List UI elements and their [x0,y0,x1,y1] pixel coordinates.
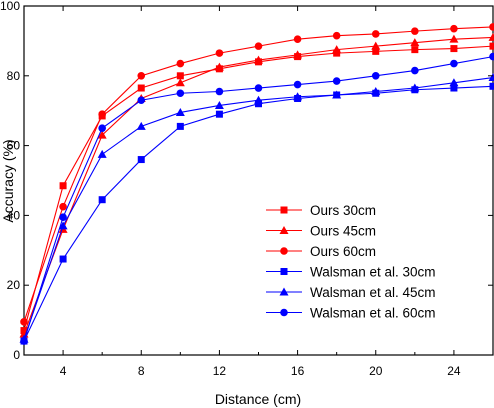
data-point [488,32,494,41]
data-point [137,156,145,164]
y-tick-label: 60 [7,139,21,153]
data-point [215,110,223,118]
data-point [97,130,107,139]
y-tick-label: 40 [7,208,21,222]
legend-marker [280,308,288,317]
data-point [372,47,380,55]
legend-label: Walsman et al. 30cm [310,265,436,280]
legend-label: Walsman et al. 45cm [310,285,436,300]
data-point [489,42,494,50]
legend-marker [280,247,288,255]
y-tick-label: 100 [0,0,20,13]
x-axis-label: Distance (cm) [215,391,301,407]
legend-label: Ours 45cm [310,224,376,239]
data-point [137,96,146,105]
data-point [411,27,419,35]
data-point [411,66,419,75]
data-point [489,23,494,31]
data-point [371,72,380,80]
data-point [293,50,303,59]
data-point [59,213,67,221]
data-point [488,73,494,82]
data-point [176,72,184,80]
series-layer [19,23,494,345]
data-point [98,124,106,132]
x-tick-label: 16 [291,364,305,378]
data-point [332,77,341,85]
data-point [137,72,146,80]
data-point [59,202,67,211]
data-point [97,149,107,158]
data-point [20,337,28,345]
data-point [215,87,224,96]
data-point [214,62,224,71]
data-point [371,30,380,38]
y-axis-label: Accuracy (%) [0,139,16,222]
legend-label: Ours 30cm [310,203,376,218]
data-point [59,255,67,263]
legend-label: Ours 60cm [310,244,376,259]
legend: Ours 30cm Ours 45cm Ours 60cm Walsman et al… [266,203,436,321]
y-tick-label: 0 [13,348,20,362]
data-point [59,182,67,190]
data-point [98,110,106,118]
legend-marker [279,226,289,234]
data-point [58,221,68,230]
x-tick-label: 20 [369,364,383,378]
data-point [175,78,185,87]
axis-ticks: 4 8 12 16 20 24 0 20 40 60 80 100 [0,0,494,378]
legend-label: Walsman et al. 60cm [310,306,436,321]
data-point [98,196,106,204]
data-point [449,34,459,43]
data-point [254,42,263,50]
y-tick-label: 80 [7,69,21,83]
y-tick-label: 20 [7,278,21,292]
data-point [214,100,224,109]
data-point [254,95,263,104]
data-point [332,31,341,40]
data-point [176,89,185,98]
data-point [254,84,263,92]
x-tick-label: 24 [447,364,461,378]
legend-marker [280,206,288,214]
data-point [332,90,342,99]
data-point [450,45,458,53]
data-point [136,121,146,130]
data-point [410,38,420,47]
legend-marker [279,287,289,296]
data-point [215,49,224,57]
data-point [450,84,458,92]
x-tick-label: 8 [138,364,145,378]
data-point [411,46,419,54]
data-point [293,35,302,43]
data-point [293,80,302,89]
data-point [175,107,185,116]
legend-marker [280,268,288,275]
data-point [371,41,381,50]
data-point [293,92,303,101]
data-point [489,52,494,61]
data-point [489,82,494,90]
data-point [176,59,185,68]
data-point [176,122,184,130]
data-point [332,45,342,54]
x-tick-label: 12 [213,364,227,378]
data-point [450,59,458,68]
data-point [20,318,28,326]
data-point [254,55,263,64]
data-point [410,83,420,92]
data-point [371,87,381,96]
data-point [450,24,458,33]
data-point [137,84,145,92]
data-point [449,78,459,87]
x-tick-label: 4 [60,364,67,378]
